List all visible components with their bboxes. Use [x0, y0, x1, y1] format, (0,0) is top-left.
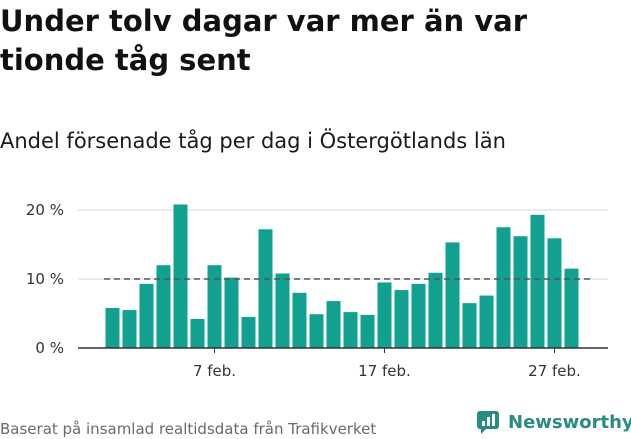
bar [326, 301, 341, 348]
bar [530, 214, 545, 348]
bar [479, 295, 494, 348]
y-tick-label: 0 % [35, 339, 64, 357]
y-tick-label: 20 % [26, 201, 64, 219]
bar [411, 283, 426, 348]
source-note: Baserat på insamlad realtidsdata från Tr… [0, 420, 377, 438]
brand-logo: Newsworthy [476, 410, 631, 434]
chart-title: Under tolv dagar var mer än var tionde t… [0, 4, 528, 77]
newsworthy-logo-icon [477, 411, 499, 434]
bar [343, 312, 358, 348]
bar [241, 316, 256, 348]
bars [105, 204, 579, 348]
x-tick-label: 17 feb. [358, 362, 411, 380]
bar [309, 314, 324, 348]
chart-subtitle: Andel försenade tåg per dag i Östergötla… [0, 129, 506, 153]
axes: 0 % 10 % 20 % 7 feb. 17 feb. 27 feb. [26, 201, 608, 380]
bar-chart: 0 % 10 % 20 % 7 feb. 17 feb. 27 feb. [26, 201, 608, 380]
x-tick-label: 7 feb. [193, 362, 236, 380]
bar [207, 265, 222, 348]
bar [360, 314, 375, 348]
bar [377, 282, 392, 348]
bar [224, 277, 239, 348]
bar [445, 242, 460, 348]
x-tick-label: 27 feb. [528, 362, 581, 380]
bar [564, 268, 579, 348]
bar [173, 204, 188, 348]
bar [122, 310, 137, 348]
bar [394, 290, 409, 348]
brand-name: Newsworthy [508, 411, 631, 433]
bar [105, 307, 120, 348]
bar [139, 283, 154, 348]
bar [428, 272, 443, 348]
y-tick-label: 10 % [26, 270, 64, 288]
bar [292, 292, 307, 348]
bar [156, 265, 171, 348]
bar [513, 236, 528, 348]
bar [496, 227, 511, 348]
bar [258, 229, 273, 348]
bar [462, 303, 477, 348]
bar [547, 238, 562, 348]
bar [275, 273, 290, 348]
bar [190, 319, 205, 348]
